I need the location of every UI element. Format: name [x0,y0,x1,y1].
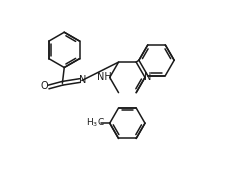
Text: H$_3$C: H$_3$C [86,116,105,129]
Text: O: O [41,82,49,91]
Text: N: N [79,75,87,85]
Text: N: N [144,72,152,82]
Text: NH: NH [97,72,112,82]
